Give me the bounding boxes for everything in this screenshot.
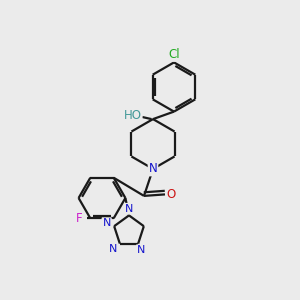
Text: N: N bbox=[148, 162, 158, 176]
Text: N: N bbox=[103, 218, 111, 228]
Text: HO: HO bbox=[124, 109, 142, 122]
Text: Cl: Cl bbox=[168, 48, 180, 61]
Text: F: F bbox=[76, 212, 83, 225]
Text: N: N bbox=[125, 204, 133, 214]
Text: N: N bbox=[137, 245, 146, 255]
Text: O: O bbox=[167, 188, 176, 201]
Text: N: N bbox=[109, 244, 117, 254]
